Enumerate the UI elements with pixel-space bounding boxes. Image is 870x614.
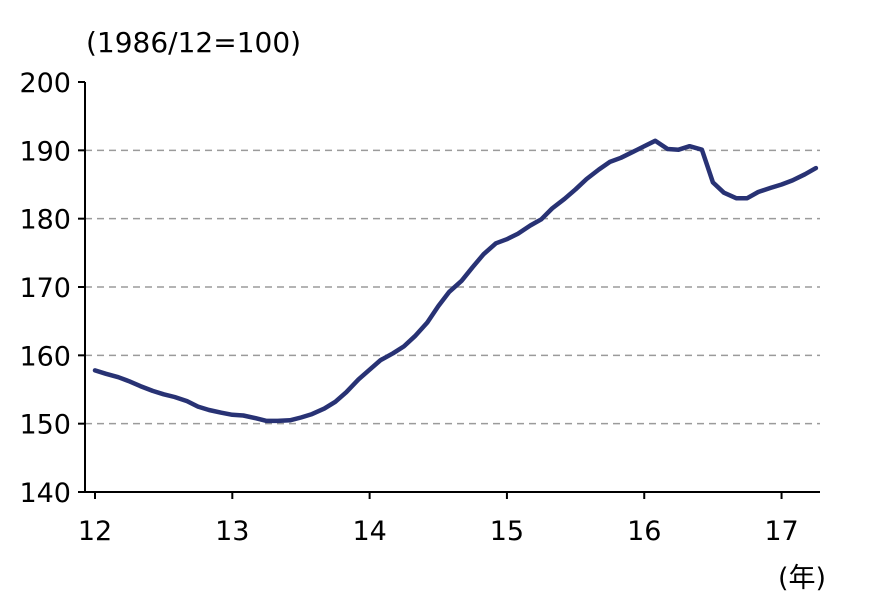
x-tick-label: 14 bbox=[352, 516, 386, 547]
x-axis-unit-label: (年) bbox=[778, 563, 827, 594]
x-tick-label: 16 bbox=[627, 516, 661, 547]
x-tick-label: 17 bbox=[764, 516, 798, 547]
series-line bbox=[92, 138, 819, 424]
y-tick-label: 180 bbox=[19, 205, 71, 236]
x-tick-label: 13 bbox=[215, 516, 249, 547]
x-tick-label: 15 bbox=[490, 516, 524, 547]
y-tick-label: 150 bbox=[19, 410, 71, 441]
y-tick-label: 170 bbox=[19, 273, 71, 304]
x-tick-label: 12 bbox=[78, 516, 112, 547]
y-tick-label: 160 bbox=[19, 341, 71, 372]
y-tick-label: 200 bbox=[19, 68, 71, 99]
y-tick-label: 190 bbox=[19, 136, 71, 167]
chart-title: (1986/12=100) bbox=[86, 26, 302, 59]
y-tick-label: 140 bbox=[19, 478, 71, 509]
